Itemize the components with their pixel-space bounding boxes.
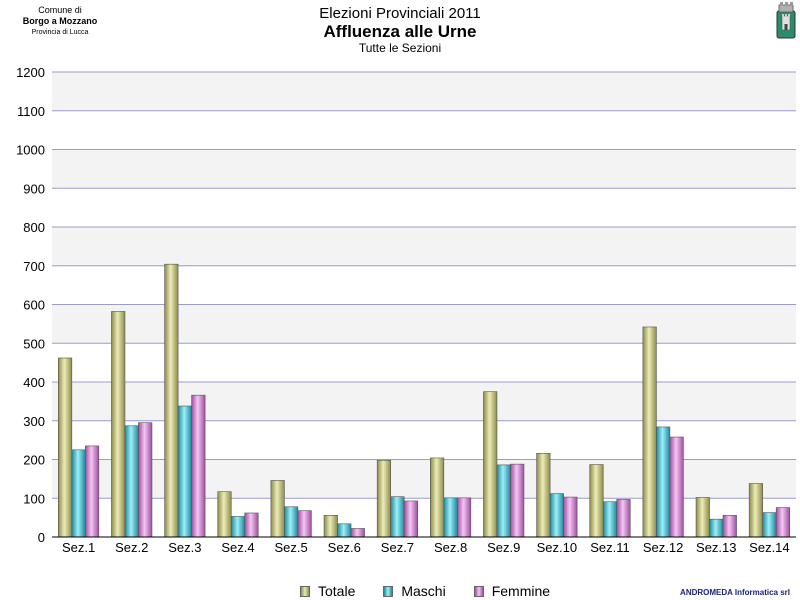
x-tick-label: Sez.3 [168, 540, 201, 555]
bar-femmine-sez13 [722, 514, 737, 538]
x-tick-label: Sez.11 [590, 540, 630, 555]
credit-text: ANDROMEDA Informatica srl [680, 588, 790, 597]
bar-totale-sez3 [164, 263, 179, 538]
grid-band [52, 459, 796, 499]
bar-femmine-sez14 [775, 507, 790, 538]
bar-totale-sez12 [642, 326, 657, 538]
legend-swatch-totale [300, 585, 310, 597]
bar-maschi-sez3 [177, 405, 192, 538]
grid-band [52, 382, 796, 421]
grid-band [52, 149, 796, 189]
legend-item-femmine: Femmine [473, 583, 551, 599]
comune-label: Comune di Borgo a Mozzano Provincia di L… [14, 5, 106, 38]
grid-band [52, 72, 796, 111]
bar-femmine-sez5 [297, 510, 312, 538]
chart-legend: Totale Maschi Femmine [300, 583, 578, 599]
legend-swatch-femmine [473, 585, 484, 597]
y-tick-label: 900 [23, 181, 45, 196]
comune-line1: Comune di [38, 5, 82, 15]
bar-totale-sez6 [323, 514, 338, 538]
x-tick-label: Sez.1 [62, 540, 95, 555]
bar-maschi-sez4 [230, 516, 246, 538]
x-tick-label: Sez.12 [643, 540, 683, 555]
chart-subtitle: Affluenza alle Urne [323, 22, 477, 41]
bar-maschi-sez10 [549, 493, 564, 538]
legend-label-femmine: Femmine [491, 583, 551, 599]
bar-totale-sez13 [695, 497, 710, 538]
x-tick-label: Sez.14 [749, 540, 789, 555]
x-tick-label: Sez.10 [537, 540, 577, 555]
bar-maschi-sez2 [124, 425, 139, 538]
y-tick-label: 100 [23, 491, 45, 506]
bar-femmine-sez2 [138, 422, 153, 538]
bar-maschi-sez13 [709, 518, 724, 538]
y-tick-label: 400 [23, 375, 45, 390]
bar-femmine-sez11 [616, 499, 631, 538]
x-tick-label: Sez.8 [434, 540, 467, 555]
x-tick-label: Sez.2 [115, 540, 148, 555]
y-tick-label: 1000 [16, 143, 45, 158]
x-tick-label: Sez.6 [328, 540, 361, 555]
bar-femmine-sez12 [669, 436, 684, 538]
x-tick-label: Sez.13 [696, 540, 736, 555]
y-tick-label: 800 [23, 220, 45, 235]
bar-maschi-sez12 [656, 426, 671, 538]
y-tick-label: 600 [23, 298, 45, 313]
bar-totale-sez4 [217, 491, 232, 538]
y-tick-label: 1100 [17, 104, 45, 119]
legend-label-maschi: Maschi [401, 583, 446, 599]
y-tick-label: 500 [23, 336, 45, 351]
x-tick-label: Sez.5 [275, 540, 308, 555]
bar-totale-sez2 [111, 311, 126, 538]
bar-maschi-sez5 [284, 506, 299, 538]
bar-femmine-sez3 [191, 394, 206, 538]
y-tick-label: 200 [23, 453, 45, 468]
bar-maschi-sez6 [337, 523, 352, 538]
x-tick-label: Sez.4 [221, 540, 254, 555]
bar-femmine-sez9 [510, 463, 525, 538]
comune-name: Borgo a Mozzano [22, 16, 98, 26]
legend-label-totale: Totale [318, 583, 356, 599]
bar-femmine-sez6 [350, 528, 365, 538]
bar-totale-sez11 [589, 464, 604, 538]
bar-totale-sez9 [483, 391, 498, 538]
provincia-line: Provincia di Lucca [31, 29, 89, 36]
bar-totale-sez14 [748, 483, 763, 538]
y-tick-label: 0 [38, 530, 45, 545]
bar-maschi-sez9 [496, 464, 511, 538]
chart-subsubtitle: Tutte le Sezioni [358, 41, 442, 55]
x-tick-label: Sez.9 [487, 540, 520, 555]
bar-chart: 0 100 200 300 400 500 600 700 800 900 1000 1100 1200… [16, 65, 796, 555]
grid-band [52, 304, 796, 344]
chart-title: Elezioni Provinciali 2011 [319, 5, 481, 22]
bar-femmine-sez7 [403, 500, 418, 538]
bar-totale-sez5 [270, 480, 285, 538]
y-tick-label: 1200 [16, 65, 45, 80]
bar-maschi-sez11 [602, 501, 618, 538]
crest-icon [776, 2, 796, 39]
bar-femmine-sez10 [563, 496, 578, 538]
legend-swatch-maschi [383, 585, 394, 597]
bar-femmine-sez8 [457, 497, 472, 538]
legend-item-totale: Totale [300, 583, 355, 599]
x-tick-label: Sez.7 [381, 540, 414, 555]
bar-totale-sez8 [430, 457, 445, 538]
bar-femmine-sez1 [85, 445, 100, 538]
grid-band [52, 227, 796, 266]
bar-femmine-sez4 [244, 512, 259, 538]
bar-maschi-sez8 [443, 497, 458, 538]
bar-maschi-sez1 [71, 449, 86, 538]
y-tick-label: 700 [23, 259, 45, 274]
y-tick-label: 300 [23, 414, 45, 429]
bar-maschi-sez14 [762, 512, 777, 538]
legend-item-maschi: Maschi [383, 583, 446, 599]
bar-totale-sez7 [376, 459, 391, 538]
bar-totale-sez1 [58, 357, 73, 538]
chart-titles: Elezioni Provinciali 2011 Affluenza alle… [200, 5, 600, 55]
bar-totale-sez10 [536, 452, 551, 538]
bar-maschi-sez7 [390, 496, 405, 538]
